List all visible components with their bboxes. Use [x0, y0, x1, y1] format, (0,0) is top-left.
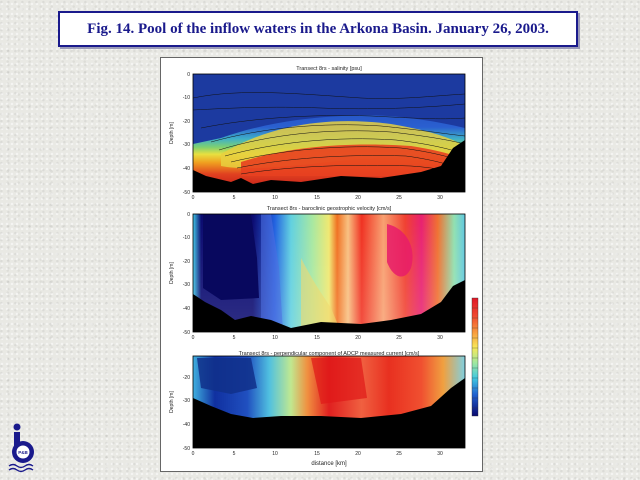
p1-ytick: 0	[187, 72, 190, 78]
velocity-plot	[193, 214, 465, 332]
panel3-title: Transect 8rs - perpendicular component o…	[239, 351, 420, 357]
salinity-seabed	[193, 140, 465, 192]
p1-xtick: 25	[396, 195, 402, 201]
velocity-eastcore	[387, 224, 413, 277]
panel1-yaxis: 0 -10 -20 -30 -40 -50 Depth [m]	[169, 72, 190, 196]
panel1-frame	[192, 73, 466, 193]
p2-xtick: 5	[233, 335, 236, 341]
institute-logo-icon: P&B	[8, 423, 34, 473]
p2-ytick: -30	[183, 282, 190, 288]
p2-xtick: 10	[272, 335, 278, 341]
p2-xtick: 0	[192, 335, 195, 341]
p2-ylabel: Depth [m]	[169, 262, 175, 284]
adcp-plot	[193, 356, 465, 448]
p3-ytick: -50	[183, 446, 190, 452]
p2-xtick: 30	[437, 335, 443, 341]
panel3-yaxis: -20 -30 -40 -50 Depth [m]	[169, 375, 190, 452]
figure-panel: Transect 8rs - salinity [psu]	[160, 57, 483, 472]
logo-badge-text: P&B	[18, 450, 28, 455]
adcp-core	[197, 358, 257, 394]
p1-ytick: -20	[183, 119, 190, 125]
p3-ytick: -40	[183, 422, 190, 428]
panel1-title: Transect 8rs - salinity [psu]	[296, 66, 362, 72]
p3-xtick: 0	[192, 451, 195, 457]
salinity-deep-pool	[241, 144, 461, 176]
panel3-xaxis: 0 5 10 15 20 25 30 distance [km]	[192, 451, 443, 467]
p1-xtick: 15	[314, 195, 320, 201]
p2-xtick: 15	[314, 335, 320, 341]
adcp-seabed	[193, 378, 465, 448]
panel3-frame	[192, 355, 466, 449]
p3-xtick: 5	[233, 451, 236, 457]
panel2-frame	[192, 213, 466, 333]
p1-xtick: 0	[192, 195, 195, 201]
figure-svg: Transect 8rs - salinity [psu]	[169, 66, 479, 467]
p3-ytick: -20	[183, 375, 190, 381]
p1-ytick: -10	[183, 95, 190, 101]
colorbar-gradient	[471, 297, 479, 417]
figure-title: Fig. 14. Pool of the inflow waters in th…	[87, 20, 549, 37]
p1-xtick: 20	[355, 195, 361, 201]
p1-xtick: 10	[272, 195, 278, 201]
panel1-xaxis: 0 5 10 15 20 25 30	[192, 195, 443, 201]
p2-xtick: 20	[355, 335, 361, 341]
p1-ytick: -40	[183, 166, 190, 172]
velocity-colorbar	[471, 297, 479, 417]
velocity-core	[203, 214, 259, 300]
p2-ytick: -20	[183, 259, 190, 265]
p3-ylabel: Depth [m]	[169, 391, 175, 413]
panel2-title: Transect 8rs - baroclinic geostrophic ve…	[267, 206, 392, 212]
p2-ytick: 0	[187, 212, 190, 218]
p2-ytick: -40	[183, 306, 190, 312]
p1-ylabel: Depth [m]	[169, 122, 175, 144]
p2-xtick: 25	[396, 335, 402, 341]
p3-xtick: 15	[314, 451, 320, 457]
panel2-yaxis: 0 -10 -20 -30 -40 -50 Depth [m]	[169, 212, 190, 336]
p3-xtick: 10	[272, 451, 278, 457]
salinity-plot	[193, 74, 465, 192]
p1-xtick: 5	[233, 195, 236, 201]
figure-title-box: Fig. 14. Pool of the inflow waters in th…	[58, 11, 578, 47]
velocity-midband	[301, 258, 341, 332]
p2-ytick: -10	[183, 235, 190, 241]
p1-ytick: -50	[183, 190, 190, 196]
panel2-xaxis: 0 5 10 15 20 25 30	[192, 335, 443, 341]
p1-ytick: -30	[183, 142, 190, 148]
adcp-redcore	[311, 358, 367, 404]
p2-ytick: -50	[183, 330, 190, 336]
p3-xtick: 25	[396, 451, 402, 457]
p3-xtick: 20	[355, 451, 361, 457]
p3-xlabel: distance [km]	[311, 461, 347, 467]
velocity-westband	[261, 214, 283, 332]
velocity-seabed	[193, 280, 465, 332]
salinity-surface-layer	[193, 74, 465, 144]
p3-ytick: -30	[183, 398, 190, 404]
p1-xtick: 30	[437, 195, 443, 201]
p3-xtick: 30	[437, 451, 443, 457]
